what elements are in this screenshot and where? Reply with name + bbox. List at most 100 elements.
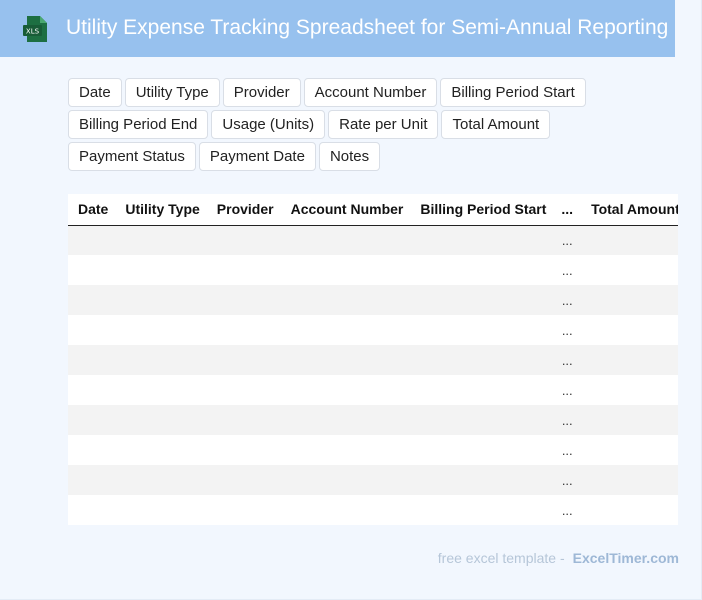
- footer-brand-link[interactable]: ExcelTimer.com: [572, 550, 679, 566]
- table-header-row: Date Utility Type Provider Account Number Bi…: [68, 194, 678, 226]
- table-row: ...: [68, 315, 678, 345]
- table-cell: [68, 435, 116, 465]
- table-cell: [206, 435, 281, 465]
- table-cell: [581, 345, 678, 375]
- column-tag: Billing Period End: [68, 110, 209, 139]
- table-row: ...: [68, 405, 678, 435]
- table-cell: [115, 345, 207, 375]
- table-cell: [410, 495, 554, 525]
- column-tag: Notes: [318, 142, 381, 171]
- table-cell-ellipsis: ...: [553, 345, 582, 375]
- table-cell: [280, 465, 411, 495]
- column-tag: Payment Status: [68, 142, 196, 171]
- table-cell: [410, 315, 554, 345]
- table-cell: [581, 315, 678, 345]
- column-tag: Provider: [222, 78, 301, 107]
- table-cell: [581, 285, 678, 315]
- table-row: ...: [68, 495, 678, 525]
- table-cell: [581, 255, 678, 285]
- table-row: ...: [68, 225, 678, 255]
- column-tag-list: Date Utility Type Provider Account Number Bi…: [68, 78, 680, 171]
- table-cell: [115, 225, 207, 255]
- column-tag: Account Number: [303, 78, 438, 107]
- table-cell: [280, 345, 411, 375]
- table-cell: [410, 345, 554, 375]
- table-cell: [115, 375, 207, 405]
- table-header-ellipsis: ...: [553, 194, 582, 226]
- table-cell: [410, 435, 554, 465]
- table-cell: [68, 345, 116, 375]
- table-cell: [115, 465, 207, 495]
- table-cell-ellipsis: ...: [553, 315, 582, 345]
- table-cell: [206, 255, 281, 285]
- table-cell: [115, 255, 207, 285]
- table-cell: [280, 255, 411, 285]
- table-cell: [206, 375, 281, 405]
- table-cell: [115, 405, 207, 435]
- table-cell-ellipsis: ...: [553, 255, 582, 285]
- table-cell: [410, 285, 554, 315]
- table-cell: [410, 225, 554, 255]
- table-cell: [68, 495, 116, 525]
- table-cell: [115, 285, 207, 315]
- table-cell-ellipsis: ...: [553, 465, 582, 495]
- table-cell-ellipsis: ...: [553, 225, 582, 255]
- table-cell-ellipsis: ...: [553, 495, 582, 525]
- table-header-cell: Billing Period Start: [410, 194, 554, 226]
- table-header-cell: Total Amount: [581, 194, 678, 226]
- table-cell: [581, 225, 678, 255]
- column-tag: Total Amount: [441, 110, 551, 139]
- table-cell: [115, 435, 207, 465]
- table-cell: [581, 495, 678, 525]
- table-cell-ellipsis: ...: [553, 405, 582, 435]
- table-row: ...: [68, 375, 678, 405]
- table-cell: [410, 255, 554, 285]
- table-body: ..............................: [68, 225, 678, 525]
- table-row: ...: [68, 465, 678, 495]
- column-tag: Utility Type: [124, 78, 220, 107]
- table-row: ...: [68, 345, 678, 375]
- table-cell: [68, 465, 116, 495]
- footer-text: free excel template -: [437, 550, 565, 566]
- table-cell: [68, 225, 116, 255]
- table-cell: [581, 375, 678, 405]
- table-cell: [206, 495, 281, 525]
- table-cell: [206, 285, 281, 315]
- table-cell: [68, 315, 116, 345]
- table-row: ...: [68, 435, 678, 465]
- page-title: Utility Expense Tracking Spreadsheet for…: [66, 16, 669, 39]
- table-row: ...: [68, 285, 678, 315]
- column-tag: Rate per Unit: [328, 110, 439, 139]
- table-row: ...: [68, 255, 678, 285]
- column-tag: Billing Period Start: [440, 78, 586, 107]
- spreadsheet-preview: Date Utility Type Provider Account Number Bi…: [68, 194, 678, 525]
- table-cell: [410, 405, 554, 435]
- table-cell: [68, 285, 116, 315]
- table-cell: [280, 495, 411, 525]
- table-cell: [115, 495, 207, 525]
- table-cell: [581, 435, 678, 465]
- column-tag: Usage (Units): [211, 110, 326, 139]
- table-cell: [280, 435, 411, 465]
- table-cell: [581, 405, 678, 435]
- table-cell: [280, 375, 411, 405]
- table-cell: [68, 255, 116, 285]
- table-cell: [410, 465, 554, 495]
- table-cell: [581, 465, 678, 495]
- table-cell-ellipsis: ...: [553, 285, 582, 315]
- table-cell: [206, 345, 281, 375]
- xls-file-icon: XLS: [23, 16, 47, 42]
- table-cell: [280, 225, 411, 255]
- footer-credit: free excel template - ExcelTimer.com: [438, 550, 679, 566]
- table-cell: [68, 405, 116, 435]
- table-cell-ellipsis: ...: [553, 375, 582, 405]
- table-header-cell: Date: [68, 194, 116, 226]
- table-cell: [206, 225, 281, 255]
- table-cell: [115, 315, 207, 345]
- table-cell: [206, 315, 281, 345]
- table-cell: [68, 375, 116, 405]
- table-header-cell: Provider: [206, 194, 281, 226]
- table-cell: [206, 405, 281, 435]
- column-tag: Payment Date: [198, 142, 316, 171]
